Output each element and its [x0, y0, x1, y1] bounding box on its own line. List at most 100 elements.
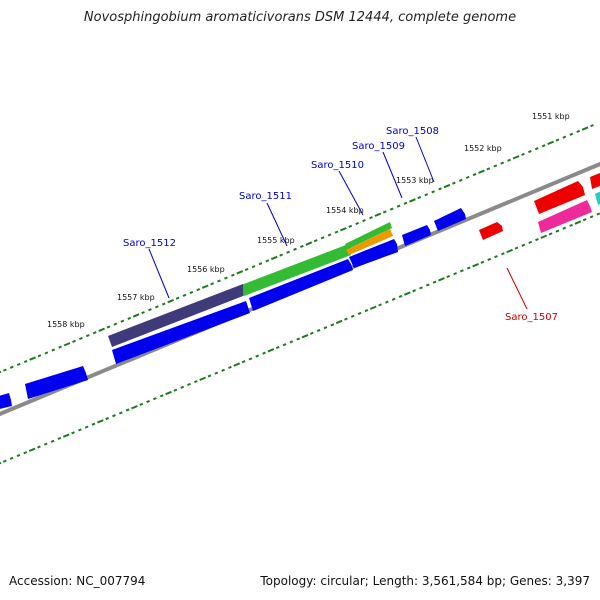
tick-mark [214, 371, 219, 375]
feature-cds-pink[interactable] [538, 200, 592, 233]
gene-label-saro-1512[interactable]: Saro_1512 [123, 238, 176, 249]
tick-mark [355, 221, 360, 226]
tick-mark [16, 362, 21, 366]
gene-label-saro-1508[interactable]: Saro_1508 [386, 126, 439, 137]
tick-mark [279, 253, 284, 257]
tick-mark [275, 345, 280, 350]
tick-mark [419, 286, 423, 290]
tick-mark [207, 374, 212, 378]
tick-mark [512, 155, 520, 160]
tick-mark [409, 198, 416, 203]
tick-mark [535, 238, 539, 242]
tick-mark [233, 362, 241, 367]
tick-mark [569, 223, 573, 227]
tick-mark [289, 340, 294, 344]
tick-mark [378, 303, 382, 307]
tick-mark [425, 283, 430, 287]
feature-saro-1507[interactable] [479, 222, 503, 240]
tick-mark [50, 439, 55, 443]
tick-mark [105, 416, 110, 421]
tick-mark [224, 276, 228, 280]
tick-mark [251, 265, 256, 269]
tick-mark [581, 126, 589, 131]
feature-saro-1511[interactable] [243, 243, 351, 296]
tick-mark [282, 343, 287, 347]
feature-cds-reverse[interactable] [534, 181, 585, 214]
gene-label-saro-1510[interactable]: Saro_1510 [311, 160, 364, 171]
tick-mark [125, 408, 130, 412]
feature-cds[interactable] [25, 366, 88, 399]
tick-mark [507, 158, 511, 162]
feature-cds-cyan[interactable] [595, 189, 600, 205]
tick-mark [500, 161, 505, 165]
tick-mark [309, 331, 314, 335]
tick-mark [148, 308, 152, 312]
tick-mark [187, 382, 191, 387]
tick-mark [374, 212, 382, 217]
tick-mark [97, 419, 104, 424]
feature-cds[interactable] [402, 225, 431, 246]
tick-mark [236, 270, 244, 275]
tick-mark [9, 365, 14, 369]
tick-mark [521, 152, 525, 156]
tick-mark [175, 296, 180, 300]
tick-mark [28, 447, 36, 452]
tick-mark [521, 243, 526, 247]
tick-mark [78, 428, 82, 432]
tick-mark [228, 365, 232, 369]
feature-saro-1512[interactable] [108, 284, 243, 347]
tick-mark [267, 348, 275, 353]
tick-mark [486, 167, 491, 171]
feature-cds[interactable] [349, 239, 398, 268]
gene-label-saro-1507[interactable]: Saro_1507 [505, 312, 558, 323]
tick-mark [574, 220, 582, 225]
tick-mark [248, 357, 253, 361]
tick-mark [555, 229, 560, 233]
tick-mark [270, 255, 278, 261]
tick-mark [154, 305, 159, 309]
tick-mark [494, 255, 498, 259]
tick-mark [431, 190, 435, 194]
tick-mark [316, 328, 321, 333]
gene-label-saro-1511[interactable]: Saro_1511 [239, 191, 292, 202]
feature-saro-1510-orange[interactable] [346, 229, 393, 255]
kbp-label: 1554 kbp [326, 206, 364, 215]
tick-mark [323, 326, 328, 330]
tick-mark [16, 453, 21, 458]
tick-mark [29, 356, 36, 361]
label-leader-lines [148, 136, 528, 310]
tick-mark [528, 240, 532, 244]
tick-mark [201, 284, 209, 289]
tick-mark [350, 314, 355, 318]
tick-mark [493, 164, 498, 168]
tick-mark [305, 241, 313, 246]
tick-mark [58, 345, 62, 349]
tick-mark [362, 219, 366, 223]
tick-mark [37, 354, 42, 358]
tick-mark [173, 388, 178, 392]
feature-cds[interactable] [249, 259, 353, 311]
tick-mark [501, 252, 505, 256]
tick-mark [210, 282, 214, 286]
tick-mark [141, 311, 145, 315]
kbp-label: 1555 kbp [257, 236, 295, 245]
tick-mark [576, 129, 581, 133]
feature-cds[interactable] [434, 208, 466, 231]
feature-cds-reverse[interactable] [590, 171, 600, 189]
tick-mark [480, 260, 485, 264]
tick-mark [478, 169, 485, 174]
tick-mark [313, 239, 318, 243]
tick-mark [118, 411, 123, 415]
tick-mark [132, 313, 140, 318]
tick-mark [23, 359, 28, 364]
feature-saro-1510-green[interactable] [345, 222, 392, 249]
tick-mark [438, 187, 442, 191]
tick-mark [244, 267, 249, 272]
tick-mark [514, 246, 519, 250]
feature-cds[interactable] [112, 301, 250, 364]
tick-mark [320, 236, 325, 240]
feature-cds[interactable] [0, 393, 12, 410]
gene-label-saro-1509[interactable]: Saro_1509 [352, 141, 405, 152]
tick-mark [23, 451, 28, 455]
